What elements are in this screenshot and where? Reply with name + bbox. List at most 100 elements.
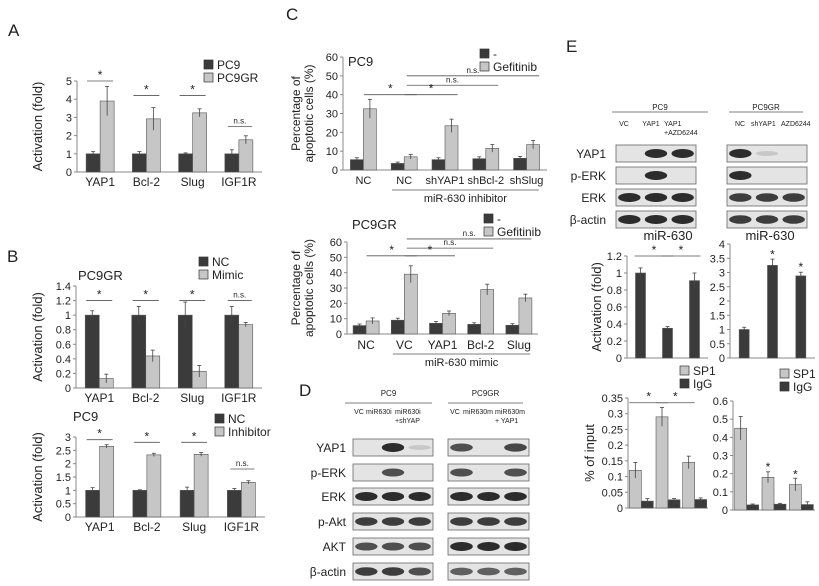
legend-label: NC [212, 255, 230, 269]
chart-B1 [73, 256, 262, 389]
y-tick-label: 3 [719, 268, 725, 280]
blot-lane-label: VC [450, 409, 460, 416]
legend-label: IgG [793, 380, 812, 394]
blot-group-label: PC9GR [472, 389, 500, 398]
significance-label: * [429, 82, 434, 96]
bar [655, 416, 669, 509]
y-tick-label: 2 [719, 296, 725, 308]
legend-label: - [497, 212, 501, 226]
y-tick-label: 1.2 [607, 251, 622, 263]
significance-label: n.s. [446, 75, 459, 84]
blot-band [755, 215, 779, 224]
blot-band [450, 492, 473, 501]
y-tick-label: 1 [66, 149, 72, 161]
chart-title: PC9GR [352, 217, 397, 232]
bar [767, 265, 778, 359]
significance-label: n.s. [233, 291, 246, 300]
category-label: IGF1R [221, 175, 257, 189]
blot-lane-label: miR630m [463, 409, 493, 416]
y-axis-label: Percentage ofapoptotic cells (%) [289, 239, 316, 337]
y-tick-label: 1.5 [710, 310, 725, 322]
blot-band [450, 567, 473, 576]
blot-band [408, 445, 431, 450]
category-label: Slug [507, 338, 531, 352]
category-label: shYAP1 [426, 175, 465, 187]
category-label: Slug [181, 175, 205, 189]
panel-label-C: C [286, 5, 298, 24]
legend-label: Mimic [212, 268, 243, 282]
y-tick-label: 0.35 [602, 393, 623, 405]
y-tick-label: 1 [65, 310, 71, 322]
y-tick-label: 60 [326, 52, 338, 64]
chart-title: PC9 [348, 54, 373, 69]
legend-label: - [493, 47, 497, 61]
chart-E1 [624, 255, 708, 359]
legend-swatch [679, 378, 690, 389]
legend-label: NC [228, 412, 246, 426]
legend-label: PC9GR [217, 71, 259, 85]
bar [682, 462, 695, 509]
significance-label: * [798, 260, 803, 274]
legend-swatch [479, 48, 490, 59]
bar [635, 272, 646, 359]
blot-band [729, 171, 752, 180]
chart-B2 [73, 413, 265, 518]
blot-lane-label: NC [735, 121, 745, 128]
blot-row-label: β-actin [310, 565, 346, 579]
panel-label-A: A [8, 21, 20, 40]
panel-label-D: D [299, 381, 311, 400]
blot-row-label: p-Akt [318, 515, 347, 529]
y-tick-label: 0.6 [713, 396, 728, 408]
chart-A [74, 59, 262, 173]
legend-swatch [203, 72, 214, 83]
y-axis-label: Percentage ofapoptotic cells (%) [289, 64, 316, 162]
y-tick-label: 0 [65, 383, 71, 395]
blot-band [504, 468, 527, 477]
bar [241, 482, 256, 518]
chart-E4 [730, 368, 815, 511]
blot-band [408, 492, 431, 501]
y-tick-label: 1.2 [56, 296, 71, 308]
blot-lane-label: miR630i [366, 409, 392, 416]
blot-band [450, 517, 473, 526]
significance-label: * [97, 288, 102, 302]
bar [238, 139, 254, 173]
significance-label: n.s. [466, 66, 479, 75]
significance-label: * [770, 247, 775, 261]
category-label: Bcl-2 [133, 520, 161, 534]
y-tick-label: 3.5 [710, 253, 725, 265]
chart-title: PC9GR [78, 268, 123, 283]
blot-band [755, 193, 779, 202]
bar [442, 312, 456, 335]
y-tick-label: 20 [330, 298, 342, 310]
significance-label: * [646, 390, 651, 404]
blot-row-label: YAP1 [576, 147, 606, 161]
y-tick-label: 0.8 [56, 325, 71, 337]
bar [178, 153, 193, 173]
bar [480, 289, 495, 335]
y-tick-label: 3 [66, 112, 72, 124]
bar [390, 319, 405, 335]
blot-row-label: p-ERK [571, 169, 606, 183]
y-tick-label: 0 [332, 165, 338, 177]
y-axis-label: Activation (fold) [589, 262, 604, 352]
y-tick-label: 0.6 [607, 302, 622, 314]
legend-swatch [679, 365, 690, 376]
y-tick-label: 1 [616, 268, 622, 280]
y-tick-label: 0 [66, 167, 72, 179]
blot-band [644, 149, 668, 158]
bar [227, 490, 242, 518]
blot-band [504, 443, 527, 452]
blot-lane-label: AZD6244 [781, 121, 811, 128]
category-label: YAP1 [85, 520, 115, 534]
bar [734, 427, 747, 511]
y-tick-label: 0.5 [56, 499, 71, 511]
y-tick-label: 1.4 [56, 281, 71, 293]
blot-band [450, 468, 473, 477]
y-tick-label: 0.6 [56, 339, 71, 351]
chart-C1 [340, 48, 547, 191]
y-tick-label: 20 [326, 127, 338, 139]
chart-C2 [344, 213, 538, 355]
legend-swatch [198, 256, 209, 267]
blot-band [504, 492, 527, 501]
